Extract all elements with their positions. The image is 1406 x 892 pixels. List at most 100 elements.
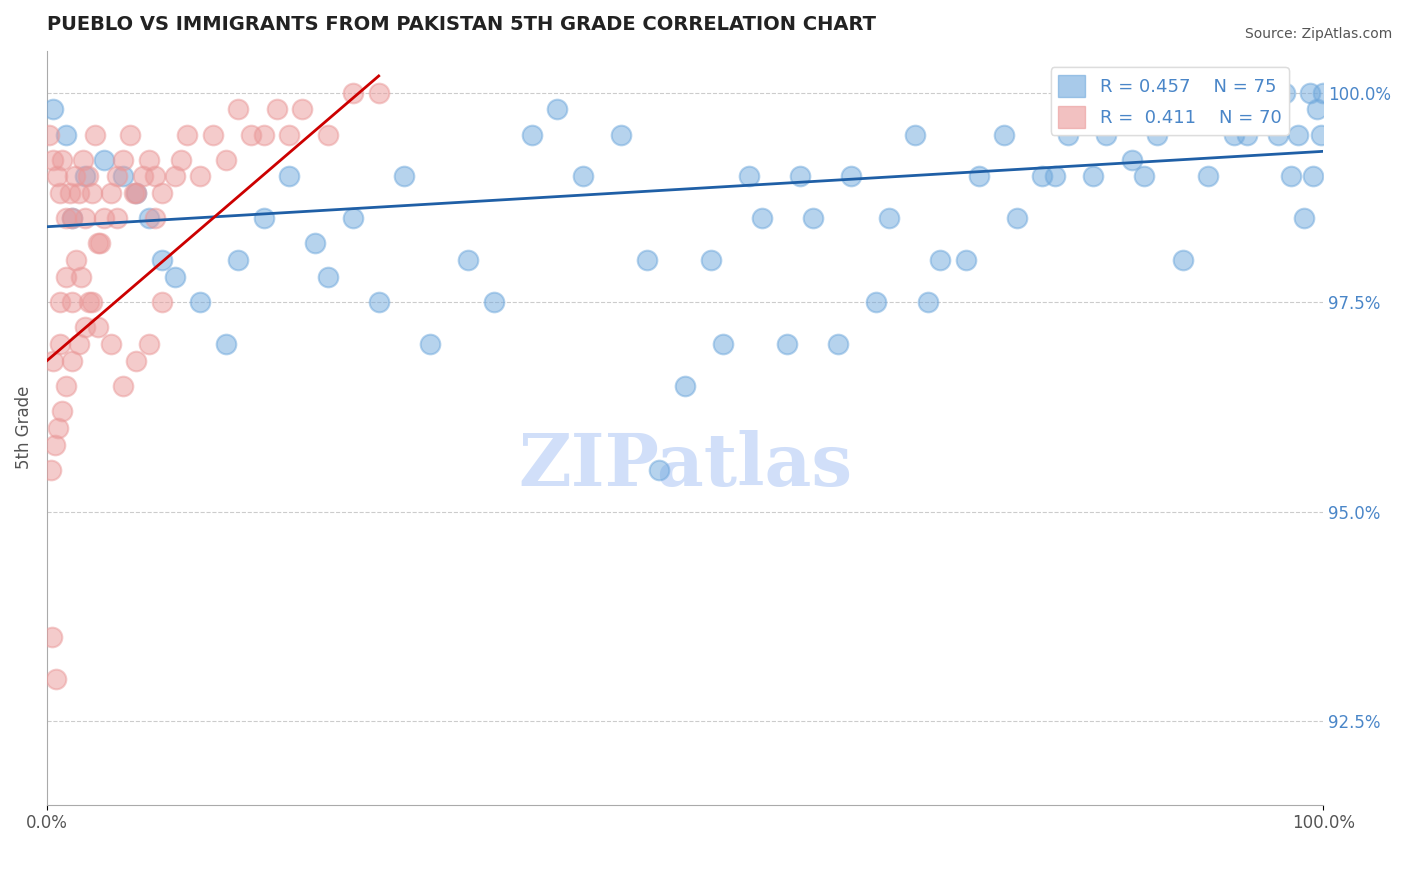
Point [839,169,862,184]
Legend: R = 0.457    N = 75, R =  0.411    N = 70: R = 0.457 N = 75, R = 0.411 N = 70 [1050,68,1288,135]
Point [228,103,250,117]
Point [112,153,135,167]
Point [188,169,211,184]
Point [105,211,128,226]
Point [673,379,696,393]
Point [150,295,173,310]
Point [1299,86,1322,100]
Point [80,186,103,201]
Point [67,337,90,351]
Point [46,169,69,184]
Point [610,128,633,142]
Point [1031,169,1053,184]
Point [59,186,82,201]
Point [76,169,98,184]
Point [1121,153,1143,167]
Point [93,211,115,226]
Point [546,103,568,117]
Point [63,169,86,184]
Text: ZIPatlas: ZIPatlas [517,430,852,501]
Point [45,672,67,686]
Point [48,295,70,310]
Point [865,295,887,310]
Point [1254,103,1277,117]
Point [304,236,326,251]
Point [80,295,103,310]
Point [1236,128,1258,142]
Point [70,270,93,285]
Point [62,211,84,226]
Point [1146,128,1168,142]
Point [1095,128,1118,142]
Point [67,186,90,201]
Point [1302,169,1324,184]
Point [89,236,111,251]
Point [38,128,60,142]
Point [1249,103,1271,117]
Point [51,153,73,167]
Point [55,270,77,285]
Point [636,253,658,268]
Point [1083,169,1105,184]
Text: Source: ZipAtlas.com: Source: ZipAtlas.com [1244,27,1392,41]
Point [118,128,141,142]
Point [801,211,824,226]
Point [176,128,198,142]
Point [163,270,186,285]
Point [342,211,364,226]
Point [1306,103,1329,117]
Point [993,128,1015,142]
Point [55,379,77,393]
Point [419,337,441,351]
Point [1241,86,1264,100]
Point [1223,128,1246,142]
Point [316,270,339,285]
Point [967,169,990,184]
Point [170,153,193,167]
Text: PUEBLO VS IMMIGRANTS FROM PAKISTAN 5TH GRADE CORRELATION CHART: PUEBLO VS IMMIGRANTS FROM PAKISTAN 5TH G… [46,15,876,34]
Point [112,169,135,184]
Point [711,337,734,351]
Point [278,169,301,184]
Point [75,211,97,226]
Y-axis label: 5th Grade: 5th Grade [15,386,32,469]
Point [776,337,799,351]
Point [572,169,595,184]
Point [904,128,927,142]
Point [917,295,939,310]
Point [42,153,65,167]
Point [201,128,224,142]
Point [1005,211,1028,226]
Point [188,295,211,310]
Point [77,295,100,310]
Point [42,103,65,117]
Point [44,437,66,451]
Point [1267,128,1289,142]
Point [62,211,84,226]
Point [1043,169,1066,184]
Point [253,128,276,142]
Point [291,103,314,117]
Point [150,253,173,268]
Point [48,186,70,201]
Point [87,236,110,251]
Point [1133,169,1156,184]
Point [112,379,135,393]
Point [138,337,160,351]
Point [699,253,721,268]
Point [122,186,145,201]
Point [62,295,84,310]
Point [738,169,761,184]
Point [75,169,97,184]
Point [1171,253,1194,268]
Point [520,128,543,142]
Point [1197,169,1219,184]
Point [789,169,811,184]
Point [51,404,73,418]
Point [48,421,70,435]
Point [145,169,167,184]
Point [87,320,110,334]
Point [62,353,84,368]
Point [93,153,115,167]
Point [1057,128,1080,142]
